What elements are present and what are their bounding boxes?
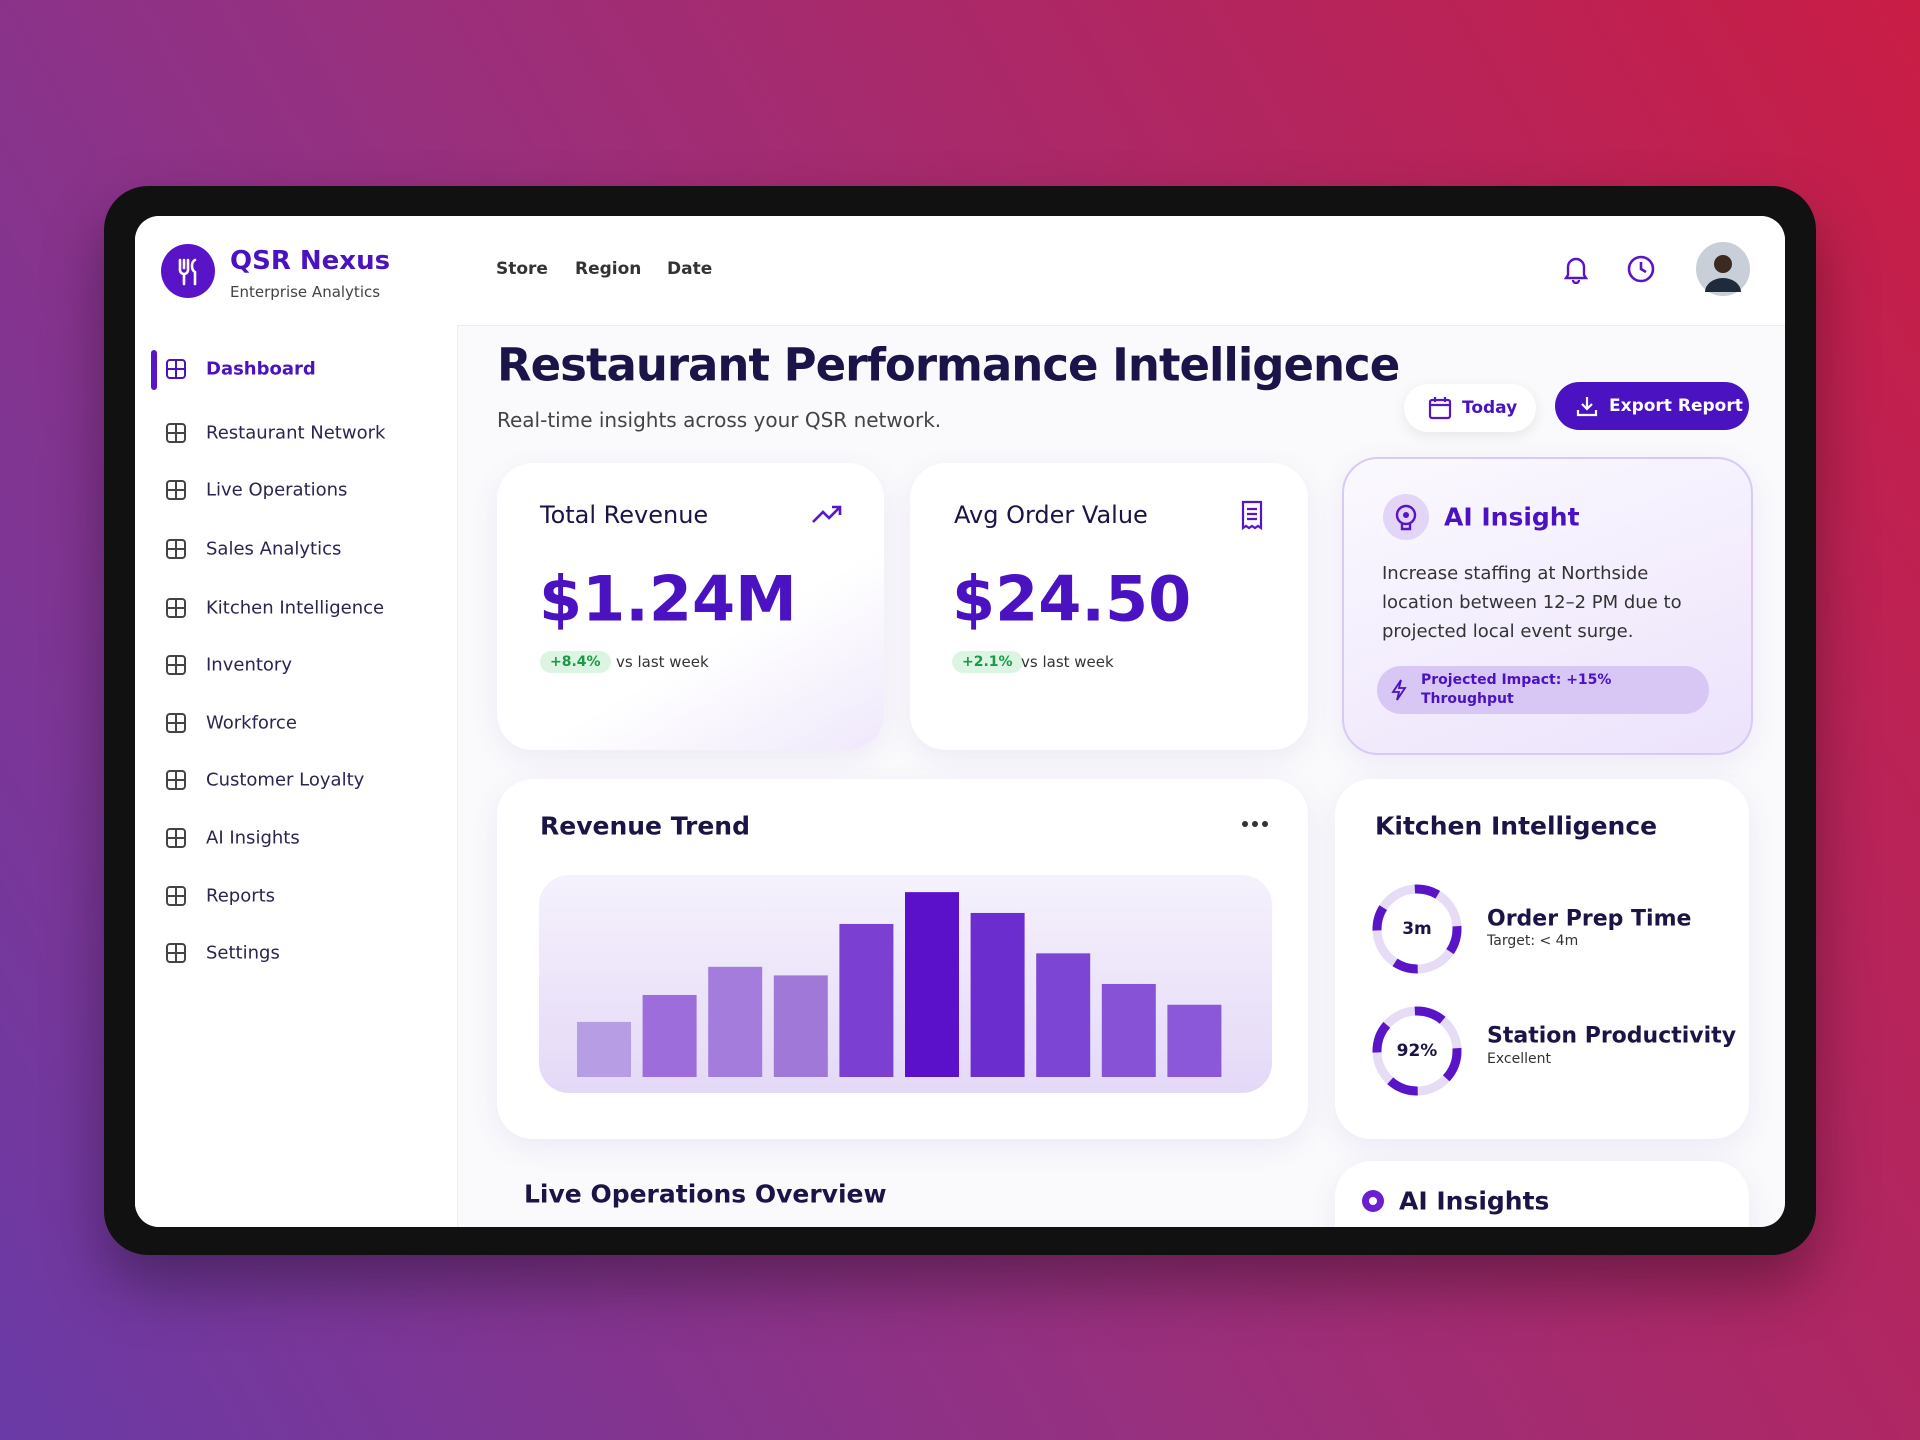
export-label: Export Report	[1609, 396, 1743, 416]
filter[interactable]: Date	[667, 259, 713, 279]
metric-label: Order Prep Time	[1487, 906, 1692, 932]
bar	[839, 923, 894, 1077]
nav-item[interactable]: Inventory	[206, 654, 292, 676]
clock-icon[interactable]	[1625, 253, 1657, 285]
bar	[577, 1021, 631, 1077]
bar	[1101, 983, 1156, 1077]
brand-tagline: Enterprise Analytics	[230, 283, 381, 301]
ring	[1372, 1006, 1462, 1096]
bar	[970, 912, 1025, 1077]
more-icon[interactable]	[1241, 820, 1269, 828]
bar	[642, 994, 697, 1077]
nav-icon	[166, 655, 186, 675]
ai-insight-body: Increase staffing at Northside location …	[1382, 563, 1682, 642]
bolt-icon	[1391, 679, 1407, 701]
nav-icon	[166, 598, 186, 618]
kpi-change: +8.4%	[540, 651, 611, 673]
ai-insights-card: AI Insights	[1335, 1161, 1749, 1227]
trend-icon	[812, 505, 842, 523]
nav-icon	[166, 828, 186, 848]
ai-insight-title: AI Insight	[1444, 502, 1580, 532]
nav-icon	[166, 480, 186, 500]
kpi-card: Total Revenue $1.24M +8.4% vs last week	[497, 463, 884, 750]
ai-dot-icon	[1362, 1190, 1384, 1212]
metric-value: 92%	[1396, 1041, 1438, 1061]
today-button[interactable]: Today	[1404, 384, 1536, 432]
section-title: AI Insights	[1399, 1186, 1550, 1216]
kpi-title: Total Revenue	[540, 501, 709, 529]
calendar-icon	[1428, 397, 1452, 420]
kpi-comparison: vs last week	[616, 653, 709, 671]
avatar[interactable]	[1694, 240, 1752, 298]
ai-insight-card: AI Insight Increase staffing at Northsid…	[1342, 457, 1753, 755]
kitchen-card: Kitchen Intelligence 3m Order Prep Time …	[1335, 779, 1749, 1139]
metric-label: Station Productivity	[1487, 1023, 1737, 1049]
nav-item[interactable]: Sales Analytics	[206, 538, 342, 560]
nav-item[interactable]: Kitchen Intelligence	[206, 597, 385, 619]
filter[interactable]: Region	[575, 259, 642, 279]
ring	[1372, 884, 1462, 974]
bar	[773, 975, 828, 1077]
export-button[interactable]: Export Report	[1555, 382, 1749, 430]
nav-icon	[166, 770, 186, 790]
bar	[708, 966, 763, 1077]
kpi-change: +2.1%	[952, 651, 1023, 673]
nav-item[interactable]: Workforce	[206, 712, 297, 734]
impact-text: Projected Impact: +15% Throughput	[1421, 672, 1612, 707]
section-title: Live Operations Overview	[524, 1179, 887, 1209]
metric-value: 3m	[1402, 919, 1432, 939]
page-title: Restaurant Performance Intelligence	[497, 338, 1400, 392]
nav-icon	[166, 886, 186, 906]
active-indicator	[151, 350, 157, 390]
nav-icon	[166, 359, 186, 379]
nav-item[interactable]: Restaurant Network	[206, 422, 386, 444]
nav-item[interactable]: AI Insights	[206, 827, 300, 849]
bar	[1036, 953, 1091, 1077]
nav-icon	[166, 539, 186, 559]
nav-item[interactable]: Dashboard	[206, 358, 316, 380]
kpi-title: Avg Order Value	[954, 501, 1148, 529]
screen: QSR Nexus Enterprise Analytics Dashboard…	[135, 216, 1785, 1227]
today-label: Today	[1462, 398, 1518, 418]
brand-name: QSR Nexus	[230, 246, 391, 276]
nav-item[interactable]: Live Operations	[206, 479, 348, 501]
logo	[161, 244, 215, 298]
top-bar: Store Region Date	[457, 216, 1785, 326]
nav-icon	[166, 423, 186, 443]
kpi-value: $1.24M	[539, 562, 797, 636]
kpi-value: $24.50	[952, 562, 1192, 636]
kitchen-title: Kitchen Intelligence	[1375, 811, 1658, 841]
kpi-card: Avg Order Value $24.50 +2.1% vs last wee…	[910, 463, 1308, 750]
nav-icon	[166, 943, 186, 963]
ai-icon	[1383, 494, 1429, 540]
bar-chart	[539, 875, 1272, 1093]
page-subtitle: Real-time insights across your QSR netwo…	[497, 408, 942, 432]
metric-detail: Target: < 4m	[1487, 933, 1579, 949]
nav-item[interactable]: Settings	[206, 942, 280, 964]
chart-title: Revenue Trend	[540, 811, 750, 841]
kpi-comparison: vs last week	[1021, 653, 1114, 671]
bell-icon[interactable]	[1562, 254, 1590, 284]
sidebar: QSR Nexus Enterprise Analytics Dashboard…	[135, 216, 458, 1227]
metric-detail: Excellent	[1487, 1051, 1551, 1067]
bar	[1167, 1004, 1222, 1077]
receipt-icon	[1241, 500, 1263, 530]
nav-icon	[166, 713, 186, 733]
nav-item[interactable]: Reports	[206, 885, 276, 907]
impact-pill: Projected Impact: +15% Throughput	[1377, 666, 1709, 714]
download-icon	[1576, 397, 1598, 417]
nav-item[interactable]: Customer Loyalty	[206, 769, 365, 791]
bar	[905, 892, 959, 1077]
filter[interactable]: Store	[496, 259, 548, 279]
